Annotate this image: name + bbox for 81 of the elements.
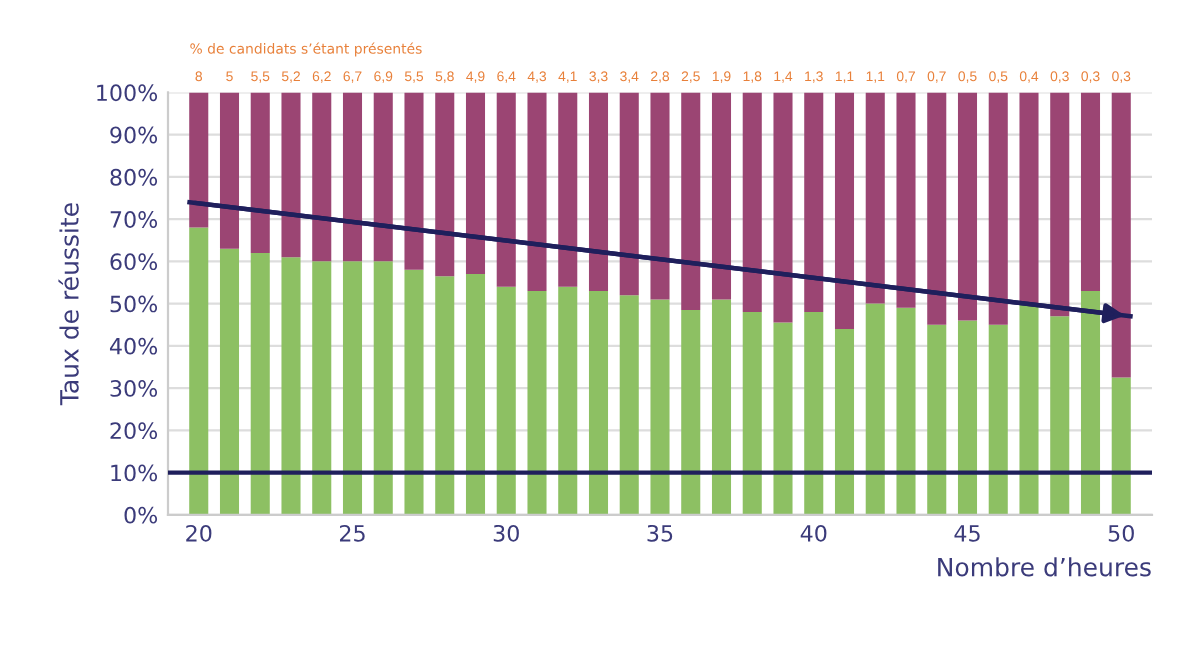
bar: [773, 322, 793, 515]
bar: [896, 307, 916, 515]
bar: [527, 290, 547, 515]
bar: [1050, 92, 1070, 317]
bar: [342, 261, 363, 515]
bar: [865, 92, 885, 304]
bar: [865, 303, 885, 515]
y-tick-label: 20%: [110, 422, 158, 440]
bar: [465, 92, 486, 275]
bar: [681, 92, 701, 310]
bar: [250, 92, 270, 253]
bar: [527, 92, 547, 291]
bar: [927, 92, 947, 325]
x-tick-label: 30: [493, 524, 519, 542]
bar: [588, 92, 609, 291]
bar: [834, 92, 855, 329]
bar: [435, 276, 455, 515]
x-tick-label: 25: [339, 524, 365, 542]
x-tick-label: 45: [954, 525, 980, 542]
y-tick-label: 40%: [109, 337, 158, 355]
bar: [342, 92, 363, 262]
bar: [373, 92, 393, 262]
y-tick-label: 80%: [110, 168, 158, 186]
x-tick-label: 50: [1108, 524, 1134, 542]
bar: [711, 299, 732, 515]
bar: [1050, 316, 1070, 515]
bar: [896, 92, 916, 308]
bar: [558, 92, 578, 287]
bar: [558, 286, 578, 515]
bar: [219, 92, 240, 249]
bar: [373, 261, 393, 515]
bar: [219, 248, 240, 515]
y-tick-label: 60%: [110, 253, 158, 271]
bar: [1111, 377, 1131, 515]
y-tick-label: 0%: [124, 506, 158, 524]
x-tick-label: 35: [647, 524, 673, 542]
y-tick-label: 100%: [97, 84, 158, 102]
y-axis-title: Taux de réussite: [58, 203, 79, 406]
bar: [988, 92, 1008, 325]
bar: [281, 92, 301, 258]
bar: [619, 295, 639, 515]
bar: [496, 286, 516, 515]
bar: [742, 92, 762, 313]
x-tick-label: 40: [800, 524, 827, 542]
bar: [189, 227, 209, 515]
x-tick-label: 20: [186, 524, 212, 542]
bar: [465, 274, 486, 515]
bar: [435, 92, 455, 277]
y-tick-label: 50%: [110, 295, 158, 313]
bar: [650, 92, 670, 300]
bar: [1019, 303, 1039, 515]
bar: [988, 324, 1008, 515]
bar: [804, 312, 824, 515]
bar: [496, 92, 516, 287]
bar: [404, 92, 424, 270]
bar: [650, 299, 670, 515]
y-tick-label: 30%: [110, 380, 158, 397]
bar: [312, 92, 332, 262]
bar: [1080, 290, 1101, 515]
bar: [1080, 92, 1101, 291]
bar: [773, 92, 793, 323]
bar: [250, 252, 270, 515]
bar: [1019, 92, 1039, 304]
bar: [619, 92, 639, 296]
y-tick-label: 10%: [111, 464, 158, 482]
bar: [834, 328, 855, 515]
bar: [927, 324, 947, 515]
bar: [957, 92, 978, 321]
bar: [711, 92, 732, 300]
bar: [281, 257, 301, 515]
bar: [189, 92, 209, 228]
y-tick-label: 70%: [110, 211, 158, 228]
bar: [312, 261, 332, 515]
bar: [404, 269, 424, 515]
bar: [742, 312, 762, 515]
y-tick-label: 90%: [110, 126, 158, 144]
bar: [588, 290, 609, 515]
bar: [804, 92, 824, 313]
bar: [681, 309, 701, 515]
x-axis-title: Nombre d’heures: [938, 557, 1151, 577]
bar: [957, 320, 978, 515]
